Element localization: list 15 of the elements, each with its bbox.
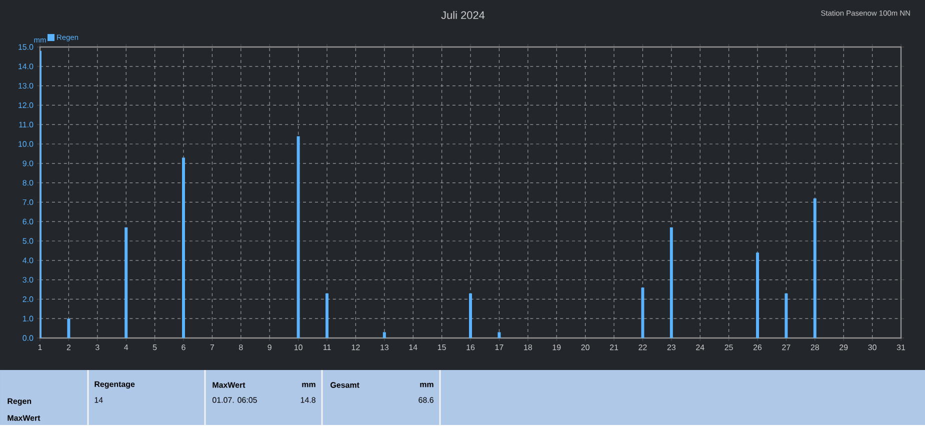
bar: [784, 294, 788, 338]
bar: [756, 252, 760, 338]
bar: [326, 294, 329, 338]
bar: [813, 198, 816, 338]
bar: [641, 288, 644, 338]
bar: [40, 51, 42, 338]
bar: [469, 294, 472, 338]
bar: [296, 136, 300, 338]
bar: [498, 332, 501, 338]
bar: [124, 228, 128, 338]
bar: [382, 332, 386, 338]
bar: [182, 158, 186, 338]
bar: [670, 228, 673, 338]
bar: [67, 318, 70, 338]
chart-title: Juli 2024: [441, 11, 485, 20]
